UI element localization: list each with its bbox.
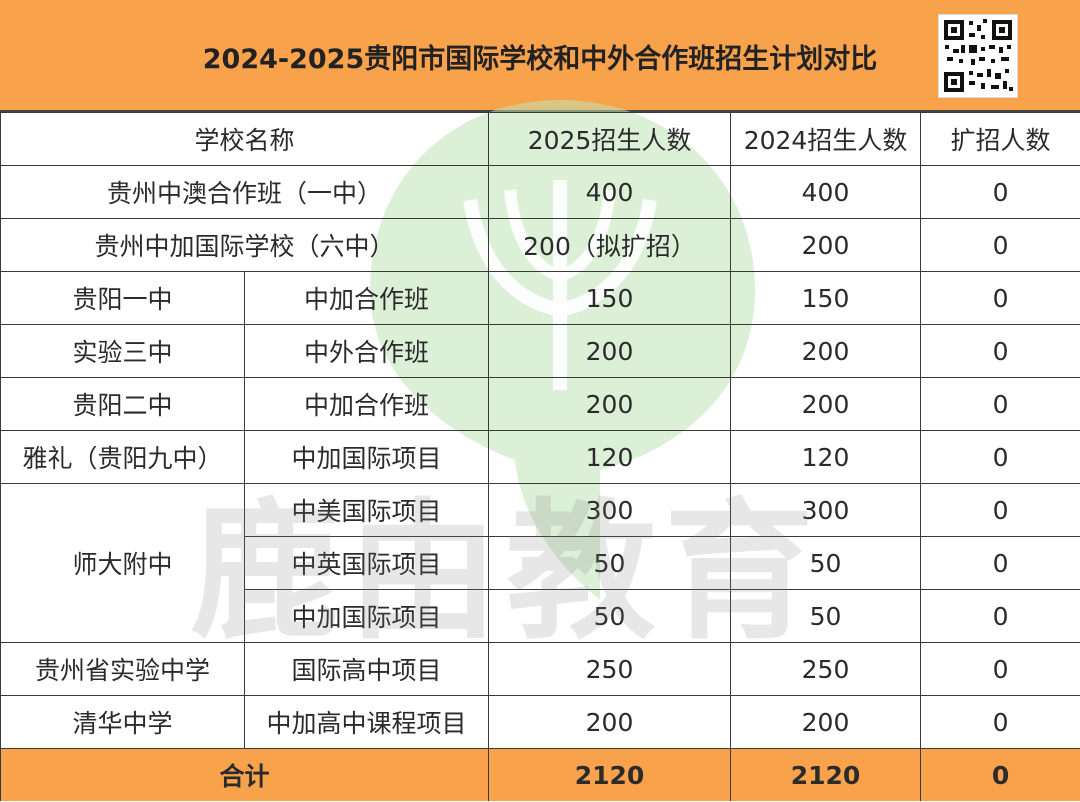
increase: 0 [920, 165, 1080, 219]
header-school: 学校名称 [0, 112, 490, 166]
program-name: 中加高中课程项目 [243, 695, 490, 749]
increase: 0 [920, 430, 1080, 484]
table-row: 贵州省实验中学 国际高中项目 250 250 0 [0, 642, 1080, 696]
program-name: 中英国际项目 [243, 536, 490, 590]
enroll-2024: 120 [730, 430, 922, 484]
program-name: 中加合作班 [243, 271, 490, 325]
table-row: 清华中学 中加高中课程项目 200 200 0 [0, 695, 1080, 749]
enroll-2024: 50 [730, 589, 922, 643]
header-increase: 扩招人数 [920, 112, 1080, 166]
school-name: 实验三中 [0, 324, 245, 378]
school-name: 贵阳二中 [0, 377, 245, 431]
watermark-text: 鹿由教育 [190, 486, 823, 660]
enroll-2025: 200（拟扩招） [488, 218, 732, 272]
increase: 0 [920, 695, 1080, 749]
program-name: 中加合作班 [243, 377, 490, 431]
program-name: 国际高中项目 [243, 642, 490, 696]
header-2025: 2025招生人数 [488, 112, 732, 166]
table-row: 雅礼（贵阳九中） 中加国际项目 120 120 0 [0, 430, 1080, 484]
table-row: 实验三中 中外合作班 200 200 0 [0, 324, 1080, 378]
enroll-2024: 300 [730, 483, 922, 537]
increase: 0 [920, 483, 1080, 537]
enroll-2025: 250 [488, 642, 732, 696]
table-row: 贵阳一中 中加合作班 150 150 0 [0, 271, 1080, 325]
enroll-2024: 200 [730, 218, 922, 272]
table-row: 中英国际项目 50 50 0 [1, 536, 1080, 590]
school-name: 师大附中 [0, 483, 245, 643]
school-name: 清华中学 [0, 695, 245, 749]
total-2024: 2120 [730, 748, 922, 801]
increase: 0 [920, 218, 1080, 272]
enrollment-table: 学校名称 2025招生人数 2024招生人数 扩招人数 贵州中澳合作班（一中） … [0, 112, 1080, 801]
total-2025: 2120 [488, 748, 732, 801]
qr-code-icon [938, 14, 1018, 98]
enroll-2024: 200 [730, 324, 922, 378]
enroll-2025: 150 [488, 271, 732, 325]
school-name: 贵州中澳合作班（一中） [0, 165, 490, 219]
enroll-2024: 50 [730, 536, 922, 590]
table-row: 贵阳二中 中加合作班 200 200 0 [0, 377, 1080, 431]
total-increase: 0 [920, 748, 1080, 801]
program-name: 中美国际项目 [243, 483, 490, 537]
increase: 0 [920, 377, 1080, 431]
table-row: 贵州中加国际学校（六中） 200（拟扩招） 200 0 [0, 218, 1080, 272]
enroll-2024: 200 [730, 695, 922, 749]
header-2024: 2024招生人数 [730, 112, 922, 166]
enroll-2024: 400 [730, 165, 922, 219]
total-label: 合计 [0, 748, 490, 801]
enroll-2025: 50 [488, 536, 732, 590]
program-name: 中加国际项目 [243, 430, 490, 484]
increase: 0 [920, 271, 1080, 325]
enroll-2024: 200 [730, 377, 922, 431]
school-name: 贵州中加国际学校（六中） [0, 218, 490, 272]
enroll-2025: 200 [488, 695, 732, 749]
enroll-2024: 150 [730, 271, 922, 325]
enroll-2025: 200 [488, 324, 732, 378]
school-name: 贵州省实验中学 [0, 642, 245, 696]
school-name: 贵阳一中 [0, 271, 245, 325]
page-title: 2024-2025贵阳市国际学校和中外合作班招生计划对比 [202, 43, 878, 75]
program-name: 中外合作班 [243, 324, 490, 378]
school-name: 雅礼（贵阳九中） [0, 430, 245, 484]
enroll-2025: 400 [488, 165, 732, 219]
enroll-2025: 200 [488, 377, 732, 431]
increase: 0 [920, 589, 1080, 643]
increase: 0 [920, 536, 1080, 590]
increase: 0 [920, 642, 1080, 696]
header-row: 学校名称 2025招生人数 2024招生人数 扩招人数 [0, 112, 1080, 166]
enroll-2025: 120 [488, 430, 732, 484]
total-row: 合计 2120 2120 0 [0, 748, 1080, 801]
enroll-2024: 250 [730, 642, 922, 696]
increase: 0 [920, 324, 1080, 378]
table-row: 贵州中澳合作班（一中） 400 400 0 [0, 165, 1080, 219]
